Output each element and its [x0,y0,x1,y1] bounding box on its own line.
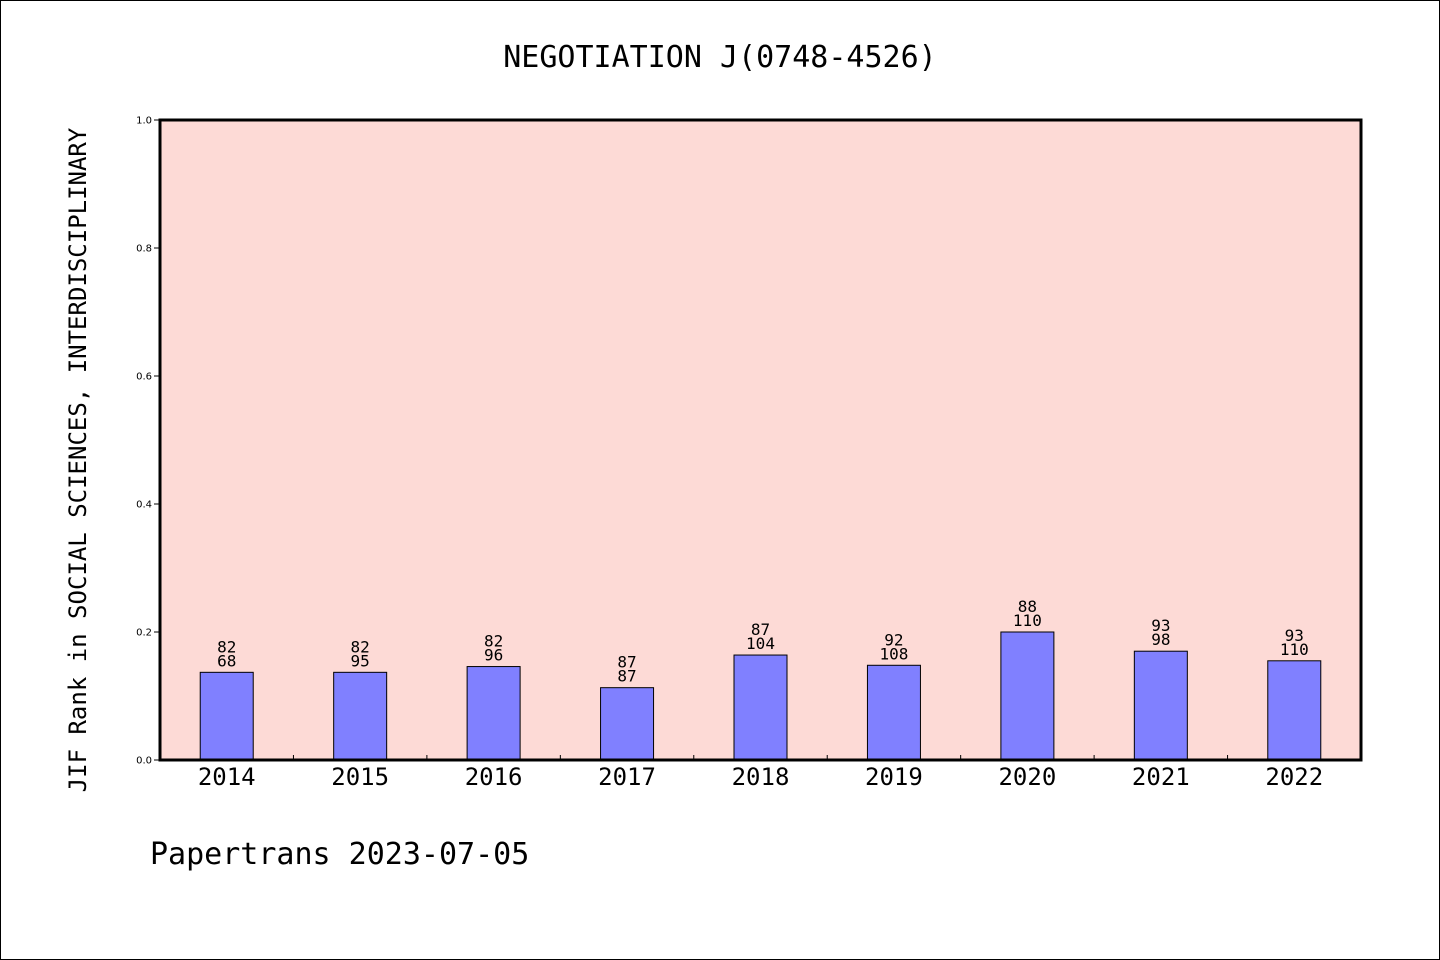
footer-credit: Papertrans 2023-07-05 [150,837,529,872]
data-label-rank: 87 [617,653,636,672]
x-tick-label: 2017 [598,763,656,791]
y-tick-label: 0.8 [136,244,152,255]
data-label-total: 108 [879,644,908,663]
data-label-rank: 82 [351,637,370,656]
data-label-total: 104 [746,634,775,653]
data-label-rank: 82 [484,632,503,651]
bar-2018 [733,654,788,761]
data-label-total: 98 [1151,630,1170,649]
x-tick-label: 2022 [1265,763,1323,791]
bar-2019 [866,664,921,761]
plot-border [158,118,1363,762]
chart-title: NEGOTIATION J(0748-4526) [503,40,936,75]
bar-2017 [600,687,655,761]
x-tick-label: 2015 [331,763,389,791]
bar-2016 [466,666,521,761]
data-label-rank: 93 [1285,626,1304,645]
x-tick-label: 2014 [198,763,256,791]
y-axis-label: JIF Rank in SOCIAL SCIENCES, INTERDISCIP… [64,127,92,792]
bars-group [199,631,1322,761]
data-label-rank: 92 [884,630,903,649]
data-label-rank: 82 [217,637,236,656]
data-label-total: 110 [1013,611,1042,630]
x-tick-label: 2020 [998,763,1056,791]
y-axis-ticks: 0.0 0.2 0.4 0.6 0.8 1.0 [136,116,160,767]
data-label-total: 68 [217,651,236,670]
bar-2020 [1000,631,1055,761]
data-label-total: 87 [617,667,636,686]
y-tick-label: 1.0 [136,116,152,127]
data-label-rank: 93 [1151,616,1170,635]
x-tick-label: 2016 [465,763,523,791]
x-tick-label: 2018 [732,763,790,791]
x-tick-label: 2019 [865,763,923,791]
data-label-total: 95 [351,651,370,670]
x-tick-label: 2021 [1132,763,1190,791]
y-tick-label: 0.4 [136,500,152,511]
bar-2014 [199,671,254,761]
y-tick-label: 0.0 [136,756,152,767]
x-axis-ticks: 2014 2015 2016 2017 2018 2019 2020 2021 2022 [198,755,1323,791]
bar-2021 [1133,650,1188,761]
data-label-rank: 88 [1018,597,1037,616]
y-tick-label: 0.6 [136,372,152,383]
bar-2022 [1267,660,1322,761]
data-label-total: 96 [484,646,503,665]
data-label-rank: 87 [751,620,770,639]
bar-2015 [333,671,388,761]
data-label-total: 110 [1280,640,1309,659]
y-tick-label: 0.2 [136,628,152,639]
